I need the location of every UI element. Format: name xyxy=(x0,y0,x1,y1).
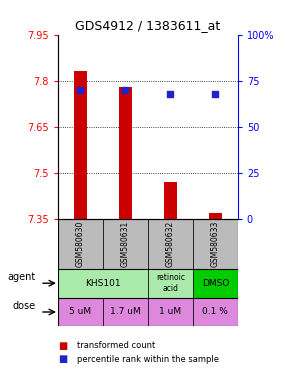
Text: 1.7 uM: 1.7 uM xyxy=(110,308,141,316)
Text: KHS101: KHS101 xyxy=(85,279,121,288)
Title: GDS4912 / 1383611_at: GDS4912 / 1383611_at xyxy=(75,19,220,32)
Bar xyxy=(193,269,238,298)
Point xyxy=(78,87,83,93)
Bar xyxy=(148,269,193,298)
Bar xyxy=(74,71,87,219)
Text: 5 uM: 5 uM xyxy=(69,308,92,316)
Text: DMSO: DMSO xyxy=(202,279,229,288)
Bar xyxy=(103,219,148,269)
Text: 1 uM: 1 uM xyxy=(159,308,182,316)
Bar xyxy=(58,269,148,298)
Text: GSM580630: GSM580630 xyxy=(76,221,85,267)
Bar xyxy=(119,87,132,219)
Bar xyxy=(148,219,193,269)
Bar xyxy=(58,219,103,269)
Bar xyxy=(103,298,148,326)
Text: 0.1 %: 0.1 % xyxy=(202,308,228,316)
Text: ■: ■ xyxy=(58,341,67,351)
Bar xyxy=(193,219,238,269)
Text: ■: ■ xyxy=(58,354,67,364)
Text: GSM580632: GSM580632 xyxy=(166,221,175,267)
Text: transformed count: transformed count xyxy=(77,341,155,350)
Bar xyxy=(193,298,238,326)
Bar xyxy=(164,182,177,219)
Text: GSM580631: GSM580631 xyxy=(121,221,130,267)
Bar xyxy=(209,213,222,219)
Point xyxy=(213,91,218,97)
Point xyxy=(123,87,128,93)
Text: GSM580633: GSM580633 xyxy=(211,221,220,267)
Bar xyxy=(58,298,103,326)
Bar xyxy=(148,298,193,326)
Text: retinoic
acid: retinoic acid xyxy=(156,273,185,293)
Point xyxy=(168,91,173,97)
Text: percentile rank within the sample: percentile rank within the sample xyxy=(77,354,219,364)
Text: agent: agent xyxy=(7,272,36,283)
Text: dose: dose xyxy=(12,301,36,311)
